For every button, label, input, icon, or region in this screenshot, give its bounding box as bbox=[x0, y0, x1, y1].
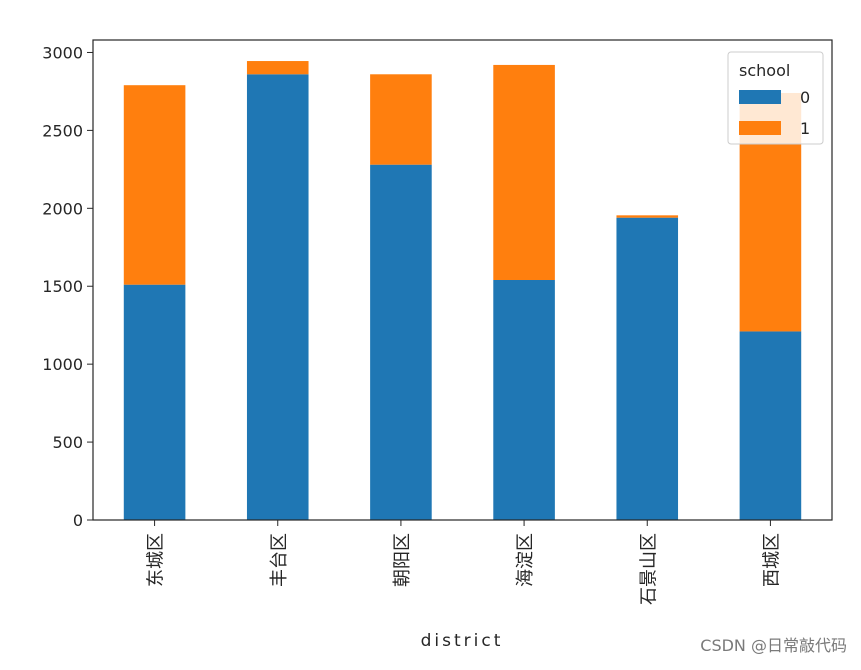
legend-swatch-0 bbox=[739, 90, 781, 104]
plot-frame bbox=[92, 39, 833, 521]
x-tick-label: 西城区 bbox=[761, 533, 782, 587]
bar-西城区-series-0 bbox=[739, 331, 802, 520]
bar-朝阳区-series-0 bbox=[370, 164, 432, 520]
x-tick-label: 丰台区 bbox=[269, 533, 290, 587]
bar-石景山区-series-0 bbox=[616, 217, 679, 520]
bar-东城区-series-1 bbox=[123, 85, 186, 285]
y-tick-label: 500 bbox=[52, 433, 83, 452]
legend-title: school bbox=[739, 61, 790, 80]
bar-丰台区-series-1 bbox=[246, 61, 309, 75]
y-tick-label: 1500 bbox=[42, 277, 83, 296]
x-tick-label: 朝阳区 bbox=[392, 533, 413, 587]
x-tick-label: 海淀区 bbox=[515, 533, 536, 587]
bars-layer bbox=[123, 61, 802, 521]
axes-layer bbox=[92, 39, 833, 521]
x-axis-title: district bbox=[421, 631, 504, 651]
y-tick-label: 3000 bbox=[42, 43, 83, 62]
y-tick-label: 2500 bbox=[42, 121, 83, 140]
y-tick-label: 2000 bbox=[42, 199, 83, 218]
x-tick-label: 石景山区 bbox=[638, 533, 659, 605]
legend-label-0: 0 bbox=[800, 88, 810, 107]
legend: school 0 1 bbox=[727, 51, 824, 145]
watermark-text: CSDN @日常敲代码 bbox=[700, 636, 847, 655]
bar-海淀区-series-0 bbox=[493, 280, 555, 520]
x-tick-label: 东城区 bbox=[146, 533, 167, 587]
legend-swatch-1 bbox=[739, 121, 781, 135]
legend-label-1: 1 bbox=[800, 119, 810, 138]
y-tick-label: 1000 bbox=[42, 355, 83, 374]
bar-东城区-series-0 bbox=[123, 284, 186, 520]
bar-丰台区-series-0 bbox=[246, 74, 309, 521]
bar-石景山区-series-1 bbox=[616, 215, 679, 218]
bar-海淀区-series-1 bbox=[493, 64, 555, 281]
ticks-layer: 0 500 1000 1500 2000 2500 3000 东城区 丰台区 朝阳区 海淀区 石景山区… bbox=[42, 43, 782, 605]
bar-朝阳区-series-1 bbox=[370, 74, 432, 165]
y-tick-label: 0 bbox=[73, 511, 83, 530]
